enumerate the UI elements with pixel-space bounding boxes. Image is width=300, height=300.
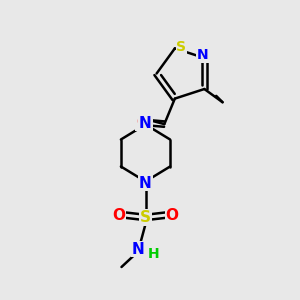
Text: O: O — [112, 208, 126, 223]
Text: S: S — [176, 40, 186, 54]
Text: N: N — [132, 242, 144, 256]
Text: H: H — [148, 247, 159, 260]
Text: N: N — [197, 48, 209, 62]
Text: O: O — [165, 208, 178, 223]
Text: N: N — [139, 176, 152, 190]
Text: N: N — [139, 116, 152, 130]
Text: S: S — [140, 210, 151, 225]
Text: O: O — [136, 115, 149, 130]
